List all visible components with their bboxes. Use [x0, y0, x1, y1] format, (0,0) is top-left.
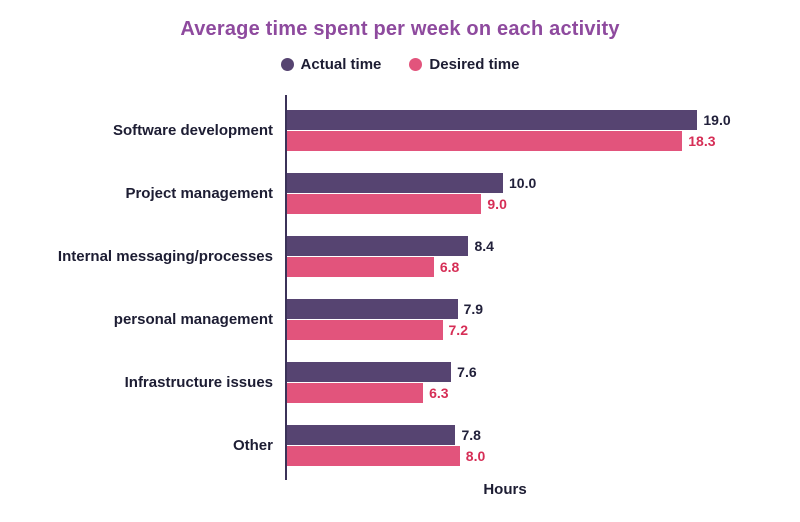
bar — [287, 131, 683, 151]
legend-label-actual: Actual time — [300, 56, 382, 73]
bar-row: 7.9 — [287, 299, 800, 319]
chart-title: Average time spent per week on each acti… — [180, 18, 620, 40]
bar-row: 9.0 — [287, 194, 800, 214]
bar — [287, 383, 424, 403]
bar-group: 19.0 18.3 — [287, 99, 800, 162]
legend-dot-desired-icon — [409, 58, 423, 71]
bar-group: 10.0 9.0 — [287, 162, 800, 225]
plot-column: 19.0 18.3 10.0 9.0 8.4 6.8 7.9 7.2 7.6 6.3 7.8 8.0 … — [285, 95, 800, 498]
bar-group: 7.9 7.2 — [287, 288, 800, 351]
bar-row: 19.0 — [287, 110, 800, 130]
bar-value-label: 6.8 — [439, 259, 460, 275]
bar — [287, 110, 698, 130]
bar-value-label: 7.9 — [463, 301, 484, 317]
category-label: Software development — [112, 122, 273, 139]
bar-value-label: 8.0 — [465, 448, 486, 464]
bar — [287, 257, 434, 277]
category-label: Project management — [125, 185, 273, 202]
legend: Actual time Desired time — [0, 56, 800, 73]
legend-item-actual-time: Actual time — [280, 56, 382, 73]
bar — [287, 299, 458, 319]
bar-value-label: 7.2 — [448, 322, 468, 338]
category-labels-column: Software development Project management In… — [0, 95, 285, 498]
bar-row: 6.8 — [287, 257, 800, 277]
bar-row: 10.0 — [287, 173, 800, 193]
bar — [287, 425, 456, 445]
plot-area: 19.0 18.3 10.0 9.0 8.4 6.8 7.9 7.2 7.6 6.3 7.8 8.0 — [285, 95, 800, 480]
category-label: Infrastructure issues — [124, 374, 273, 391]
category-label: Internal messaging/processes — [57, 248, 273, 265]
category-label: personal management — [113, 311, 273, 328]
bar-row: 7.8 — [287, 425, 800, 445]
bar-row: 7.2 — [287, 320, 800, 340]
bar-value-label: 8.4 — [474, 238, 494, 254]
bar-value-label: 7.6 — [457, 364, 477, 380]
bar-row: 6.3 — [287, 383, 800, 403]
bar-value-label: 10.0 — [509, 175, 537, 191]
bar — [287, 173, 503, 193]
bar — [287, 362, 452, 382]
bar-value-label: 7.8 — [461, 427, 481, 443]
bar — [287, 446, 460, 466]
legend-label-desired: Desired time — [429, 56, 520, 73]
bar-value-label: 18.3 — [688, 133, 716, 149]
bar — [287, 236, 469, 256]
bar — [287, 320, 443, 340]
bar-value-label: 9.0 — [487, 196, 507, 212]
bar-value-label: 6.3 — [429, 385, 449, 401]
legend-dot-actual-icon — [280, 58, 294, 71]
bar-row: 7.6 — [287, 362, 800, 382]
bar-row: 8.4 — [287, 236, 800, 256]
legend-item-desired-time: Desired time — [409, 56, 519, 73]
bar-row: 8.0 — [287, 446, 800, 466]
bar-group: 7.6 6.3 — [287, 351, 800, 414]
x-axis-label: Hours — [483, 481, 527, 498]
bar-chart: Software development Project management In… — [0, 95, 800, 498]
bar — [287, 194, 482, 214]
bar-row: 18.3 — [287, 131, 800, 151]
category-label: Other — [232, 437, 273, 454]
bar-value-label: 19.0 — [703, 112, 731, 128]
bar-group: 7.8 8.0 — [287, 414, 800, 477]
bar-group: 8.4 6.8 — [287, 225, 800, 288]
